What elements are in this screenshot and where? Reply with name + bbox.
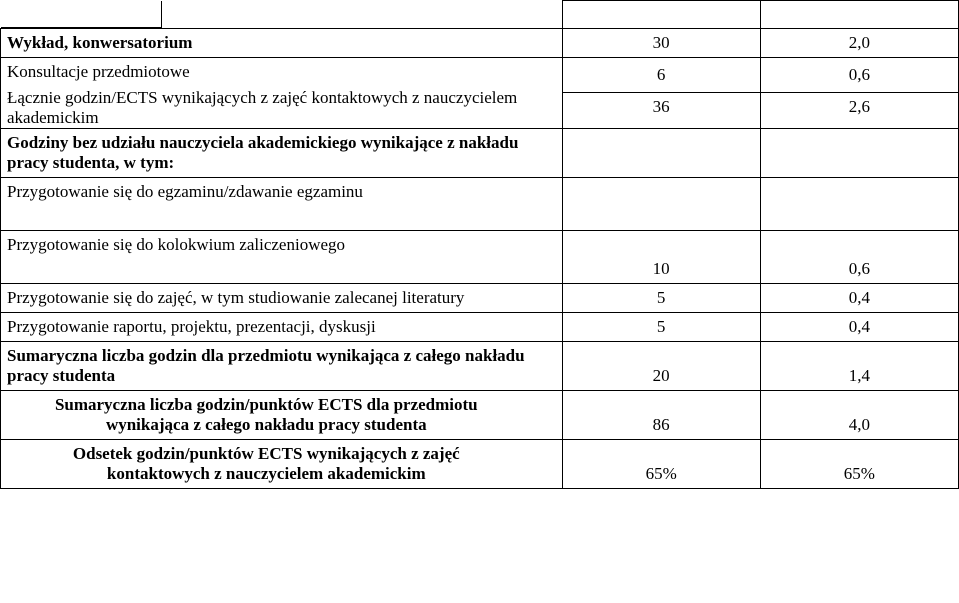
- row-value-1: 10: [562, 230, 760, 283]
- empty-cell: [562, 1, 760, 29]
- row-value-2: 1,4: [760, 341, 958, 390]
- row-label: Odsetek godzin/punktów ECTS wynikających…: [1, 439, 563, 488]
- konsultacje-label: Konsultacje przedmiotowe: [7, 62, 556, 82]
- row-value-1: 20: [562, 341, 760, 390]
- row-value-2: 0,6: [760, 230, 958, 283]
- empty-cell: [760, 128, 958, 177]
- row-value-1: 5: [562, 312, 760, 341]
- row-value-2: 0,6: [760, 57, 958, 93]
- empty-cell: [562, 128, 760, 177]
- table-row: [1, 1, 959, 29]
- section-header: Godziny bez udziału nauczyciela akademic…: [1, 128, 563, 177]
- row-value-1: 65%: [562, 439, 760, 488]
- small-empty-cell: [1, 1, 563, 29]
- table-row: Przygotowanie się do egzaminu/zdawanie e…: [1, 177, 959, 230]
- row-value-2: 2,6: [760, 93, 958, 129]
- lacznie-label: Łącznie godzin/ECTS wynikających z zajęć…: [7, 88, 556, 128]
- table-row: Przygotowanie się do zajęć, w tym studio…: [1, 283, 959, 312]
- row-label: Przygotowanie się do egzaminu/zdawanie e…: [1, 177, 563, 230]
- row-value-2: 0,4: [760, 312, 958, 341]
- row-value-2: 0,4: [760, 283, 958, 312]
- row-value-1: 30: [562, 28, 760, 57]
- row-label: Wykład, konwersatorium: [1, 28, 563, 57]
- row-value-1: 5: [562, 283, 760, 312]
- row-label: Przygotowanie się do kolokwium zaliczeni…: [1, 230, 563, 283]
- table-row: Konsultacje przedmiotowe Łącznie godzin/…: [1, 57, 959, 93]
- empty-cell: [760, 1, 958, 29]
- table-row: Przygotowanie raportu, projektu, prezent…: [1, 312, 959, 341]
- empty-cell: [760, 177, 958, 230]
- empty-cell: [562, 177, 760, 230]
- row-value-1: 36: [562, 93, 760, 129]
- row-label: Sumaryczna liczba godzin dla przedmiotu …: [1, 341, 563, 390]
- row-label: Przygotowanie się do zajęć, w tym studio…: [1, 283, 563, 312]
- row-value-1: 6: [562, 57, 760, 93]
- table-row: Odsetek godzin/punktów ECTS wynikających…: [1, 439, 959, 488]
- row-label: Przygotowanie raportu, projektu, prezent…: [1, 312, 563, 341]
- ects-table: Wykład, konwersatorium 30 2,0 Konsultacj…: [0, 0, 959, 489]
- row-label: Sumaryczna liczba godzin/punktów ECTS dl…: [1, 390, 563, 439]
- table-row: Wykład, konwersatorium 30 2,0: [1, 28, 959, 57]
- table-row: Przygotowanie się do kolokwium zaliczeni…: [1, 230, 959, 283]
- row-value-2: 2,0: [760, 28, 958, 57]
- row-label-merged: Konsultacje przedmiotowe Łącznie godzin/…: [1, 57, 563, 128]
- table-row: Godziny bez udziału nauczyciela akademic…: [1, 128, 959, 177]
- table-row: Sumaryczna liczba godzin/punktów ECTS dl…: [1, 390, 959, 439]
- row-value-2: 65%: [760, 439, 958, 488]
- table-row: Sumaryczna liczba godzin dla przedmiotu …: [1, 341, 959, 390]
- row-value-1: 86: [562, 390, 760, 439]
- row-value-2: 4,0: [760, 390, 958, 439]
